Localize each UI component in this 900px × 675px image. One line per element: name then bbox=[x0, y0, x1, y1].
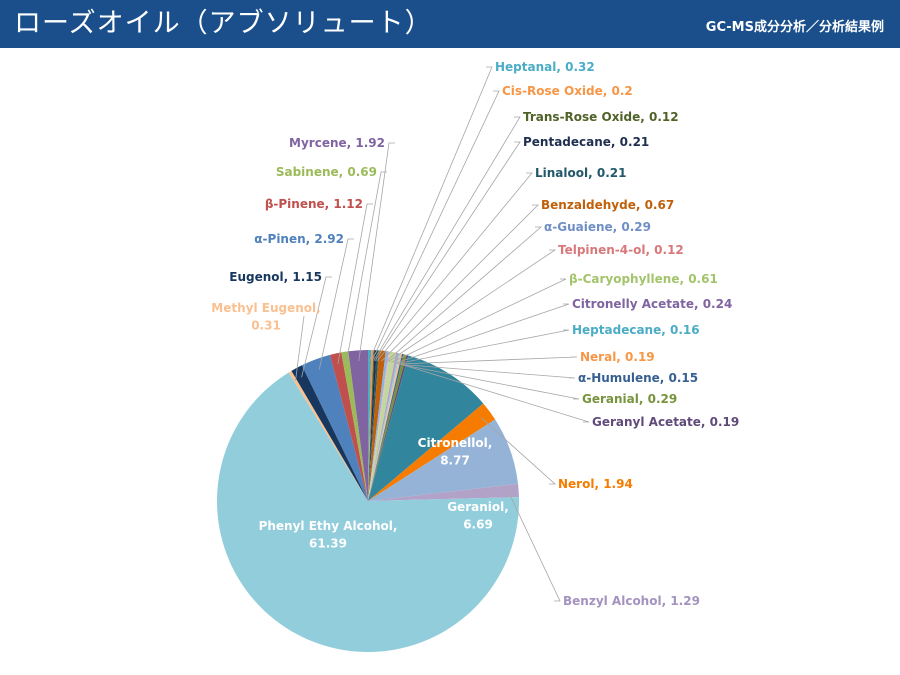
data-label-cis-rose-oxide: Cis-Rose Oxide, 0.2 bbox=[502, 84, 633, 98]
data-label-myrcene: Myrcene, 1.92 bbox=[289, 136, 385, 150]
leader-line-humulene bbox=[400, 364, 576, 379]
leader-line-nerol bbox=[480, 417, 557, 485]
leader-line-pinene bbox=[337, 203, 373, 364]
data-label-heptadecane: Heptadecane, 0.16 bbox=[572, 323, 700, 337]
leader-line-linalool bbox=[376, 172, 533, 362]
data-labels: Heptanal, 0.32 Cis-Rose Oxide, 0.2 Trans-R… bbox=[211, 60, 739, 608]
pie-slices bbox=[217, 350, 520, 653]
leader-line-benzaldehyde bbox=[381, 204, 539, 362]
slice-benzyl-alcohol bbox=[368, 483, 519, 501]
leader-line-heptanal bbox=[369, 66, 493, 361]
slice-guaiene bbox=[368, 351, 389, 501]
data-label-benzyl-alcohol: Benzyl Alcohol, 1.29 bbox=[563, 594, 700, 608]
slice-methyl-eugenol bbox=[288, 370, 368, 501]
data-label-pentadecane: Pentadecane, 0.21 bbox=[523, 135, 649, 149]
header-bar: ローズオイル（アブソリュート） GC-MS成分分析／分析結果例 bbox=[0, 0, 900, 48]
data-label-geraniol: Geraniol, 6.69 bbox=[447, 500, 509, 531]
data-label-caryophyllene: β-Caryophyllene, 0.61 bbox=[569, 272, 718, 286]
slice-phenyl-ethy-alcohol bbox=[217, 372, 520, 653]
slice-cis-rose-oxide bbox=[368, 350, 374, 501]
data-label-geranial: Geranial, 0.29 bbox=[582, 392, 677, 406]
slice-nerol bbox=[368, 403, 496, 501]
leader-line-neral bbox=[398, 356, 578, 365]
slice-eugenol bbox=[291, 365, 368, 501]
leader-line-caryophyllene bbox=[391, 278, 567, 363]
leader-line-heptadecane bbox=[397, 329, 570, 364]
slice-pinen bbox=[301, 354, 368, 501]
slice-geranial bbox=[368, 354, 407, 501]
data-label-guaiene: α-Guaiene, 0.29 bbox=[544, 220, 651, 234]
data-label-sabinene: Sabinene, 0.69 bbox=[276, 165, 377, 179]
data-label-neral: Neral, 0.19 bbox=[580, 350, 655, 364]
slice-sabinene bbox=[341, 351, 368, 501]
data-label-phenyl-ethy-alcohol: Phenyl Ethy Alcohol, 61.39 bbox=[259, 519, 398, 550]
leader-line-methyl-eugenol bbox=[295, 315, 305, 381]
data-label-pinene: β-Pinene, 1.12 bbox=[265, 197, 363, 211]
leader-line-guaiene bbox=[385, 226, 543, 363]
data-label-heptanal: Heptanal, 0.32 bbox=[495, 60, 595, 74]
leader-line-myrcene bbox=[358, 142, 395, 361]
leader-line-citronelly-acetate bbox=[395, 303, 570, 364]
slice-telpinen-4-ol bbox=[368, 351, 390, 501]
leader-line-benzyl-alcohol bbox=[507, 491, 561, 602]
data-label-methyl-eugenol: Methyl Eugenol, 0.31 bbox=[211, 301, 320, 332]
slice-myrcene bbox=[348, 350, 368, 501]
leader-line-eugenol bbox=[301, 276, 332, 378]
slice-geranyl-acetate bbox=[368, 354, 409, 501]
slice-citronellol bbox=[368, 355, 484, 501]
data-label-benzaldehyde: Benzaldehyde, 0.67 bbox=[541, 198, 674, 212]
slice-heptadecane bbox=[368, 353, 401, 501]
slice-citronelly-acetate bbox=[368, 352, 399, 501]
leader-line-geranial bbox=[402, 364, 580, 400]
data-label-citronelly-acetate: Citronelly Acetate, 0.24 bbox=[572, 297, 732, 311]
leader-line-trans-rose-oxide bbox=[373, 116, 521, 361]
leader-line-cis-rose-oxide bbox=[371, 90, 500, 361]
page-title: ローズオイル（アブソリュート） bbox=[14, 8, 433, 39]
data-label-citronellol: Citronellol, 8.77 bbox=[418, 436, 493, 467]
slice-caryophyllene bbox=[368, 351, 397, 501]
leader-line-pinen bbox=[318, 238, 354, 370]
data-label-nerol: Nerol, 1.94 bbox=[558, 477, 633, 491]
leader-line-telpinen-4-ol bbox=[387, 249, 557, 363]
slice-geraniol bbox=[368, 419, 519, 501]
leader-line-geranyl-acetate bbox=[404, 365, 590, 423]
data-label-eugenol: Eugenol, 1.15 bbox=[229, 270, 322, 284]
pie-chart: Heptanal, 0.32 Cis-Rose Oxide, 0.2 Trans-R… bbox=[211, 60, 739, 653]
slice-humulene bbox=[368, 353, 404, 501]
data-label-telpinen-4-ol: Telpinen-4-ol, 0.12 bbox=[558, 243, 684, 257]
slice-pinene bbox=[330, 352, 368, 501]
slice-benzaldehyde bbox=[368, 350, 386, 501]
data-label-linalool: Linalool, 0.21 bbox=[535, 166, 626, 180]
slice-trans-rose-oxide bbox=[368, 350, 375, 501]
page-subtitle: GC-MS成分分析／分析結果例 bbox=[705, 20, 884, 35]
leader-lines bbox=[295, 66, 590, 602]
slice-linalool bbox=[368, 350, 379, 501]
data-label-trans-rose-oxide: Trans-Rose Oxide, 0.12 bbox=[523, 110, 679, 124]
data-label-geranyl-acetate: Geranyl Acetate, 0.19 bbox=[592, 415, 739, 429]
leader-line-pentadecane bbox=[374, 141, 521, 362]
slice-neral bbox=[368, 353, 403, 501]
slice-pentadecane bbox=[368, 350, 377, 501]
slice-heptanal bbox=[368, 350, 372, 501]
data-label-pinen: α-Pinen, 2.92 bbox=[254, 232, 344, 246]
data-label-humulene: α-Humulene, 0.15 bbox=[578, 371, 698, 385]
